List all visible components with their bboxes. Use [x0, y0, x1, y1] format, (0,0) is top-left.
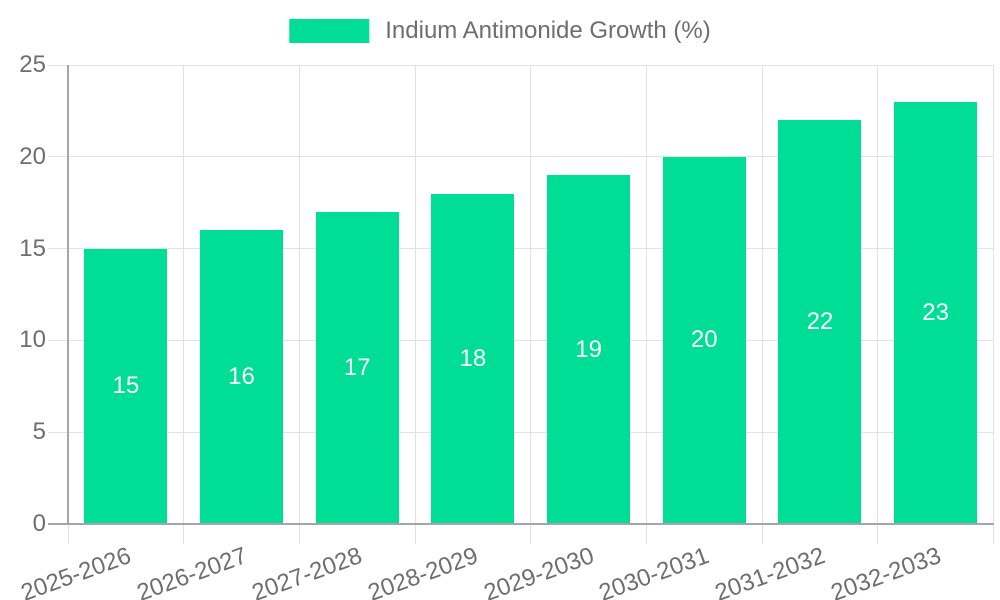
bar	[200, 230, 284, 524]
legend-swatch	[289, 19, 370, 43]
bar-value-label: 15	[112, 372, 140, 400]
gridline-horizontal	[48, 248, 994, 250]
y-tick-label: 20	[19, 142, 46, 170]
x-axis-tick	[645, 524, 647, 544]
gridline-vertical	[993, 65, 994, 524]
y-tick-label: 0	[32, 510, 46, 537]
bar	[315, 211, 399, 524]
y-tick-label: 5	[32, 418, 46, 446]
gridline-vertical	[761, 65, 763, 524]
gridline-horizontal	[48, 339, 994, 341]
x-axis-tick	[530, 524, 532, 544]
legend: Indium Antimonide Growth (%)	[289, 17, 711, 45]
gridline-vertical	[877, 65, 879, 524]
gridline-vertical	[183, 65, 185, 524]
x-axis-tick	[67, 524, 69, 544]
y-tick-label: 25	[19, 51, 46, 78]
bar-value-label: 16	[228, 363, 255, 391]
x-axis-tick	[761, 524, 763, 544]
x-axis-tick	[993, 524, 994, 544]
bar-value-label: 19	[575, 335, 602, 363]
x-axis-tick	[414, 524, 416, 544]
x-axis-tick	[183, 524, 185, 544]
x-axis-line	[48, 523, 994, 525]
y-tick-label: 15	[19, 234, 46, 262]
gridline-vertical	[414, 65, 416, 524]
gridline-vertical	[645, 65, 647, 524]
bar	[547, 175, 631, 524]
y-axis-line	[67, 65, 69, 524]
bar-value-label: 22	[806, 308, 834, 336]
gridline-horizontal	[48, 64, 994, 66]
gridline-horizontal	[48, 156, 994, 158]
gridline-vertical	[530, 65, 532, 524]
legend-label: Indium Antimonide Growth (%)	[385, 17, 711, 44]
bar	[662, 156, 746, 524]
bar-value-label: 17	[343, 353, 371, 381]
bar-value-label: 20	[690, 326, 718, 354]
bar	[894, 101, 978, 524]
x-axis-tick	[877, 524, 879, 544]
y-tick-label: 10	[19, 326, 46, 354]
gridline-vertical	[298, 65, 300, 524]
gridline-horizontal	[48, 431, 994, 433]
bar	[84, 248, 168, 524]
bar-value-label: 18	[459, 344, 487, 372]
bar	[431, 193, 515, 524]
bar	[778, 120, 862, 524]
bar-value-label: 23	[922, 298, 949, 326]
x-axis-tick	[298, 524, 300, 544]
